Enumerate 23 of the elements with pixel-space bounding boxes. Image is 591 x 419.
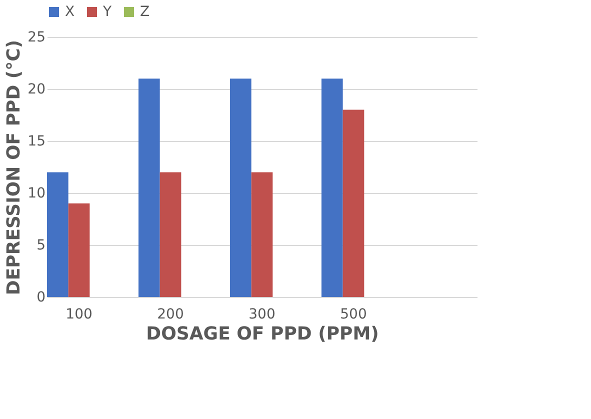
legend-label: X [65, 4, 75, 20]
x-tick-label: 300 [248, 306, 276, 322]
y-tick-label: 0 [36, 290, 46, 306]
legend-label: Y [102, 4, 112, 20]
y-tick-label: 5 [36, 238, 46, 254]
x-axis-title: DOSAGE OF PPD (PPM) [146, 324, 379, 344]
y-tick-label: 15 [28, 134, 46, 150]
legend-label: Z [140, 4, 150, 20]
bar [321, 78, 343, 297]
y-tick-label: 20 [28, 82, 46, 98]
x-tick-label: 500 [340, 306, 367, 322]
bar [138, 78, 160, 297]
bar [68, 203, 90, 297]
bar [160, 172, 182, 297]
bar [230, 78, 252, 297]
bar [342, 110, 364, 297]
bar [47, 172, 68, 297]
y-tick-label: 25 [28, 30, 46, 46]
bar [251, 172, 273, 297]
y-axis-title: DEPRESSION OF PPD (°C) [4, 40, 25, 296]
x-tick-label: 200 [157, 306, 184, 322]
y-tick-label: 10 [28, 186, 46, 202]
x-tick-label: 100 [66, 306, 92, 322]
